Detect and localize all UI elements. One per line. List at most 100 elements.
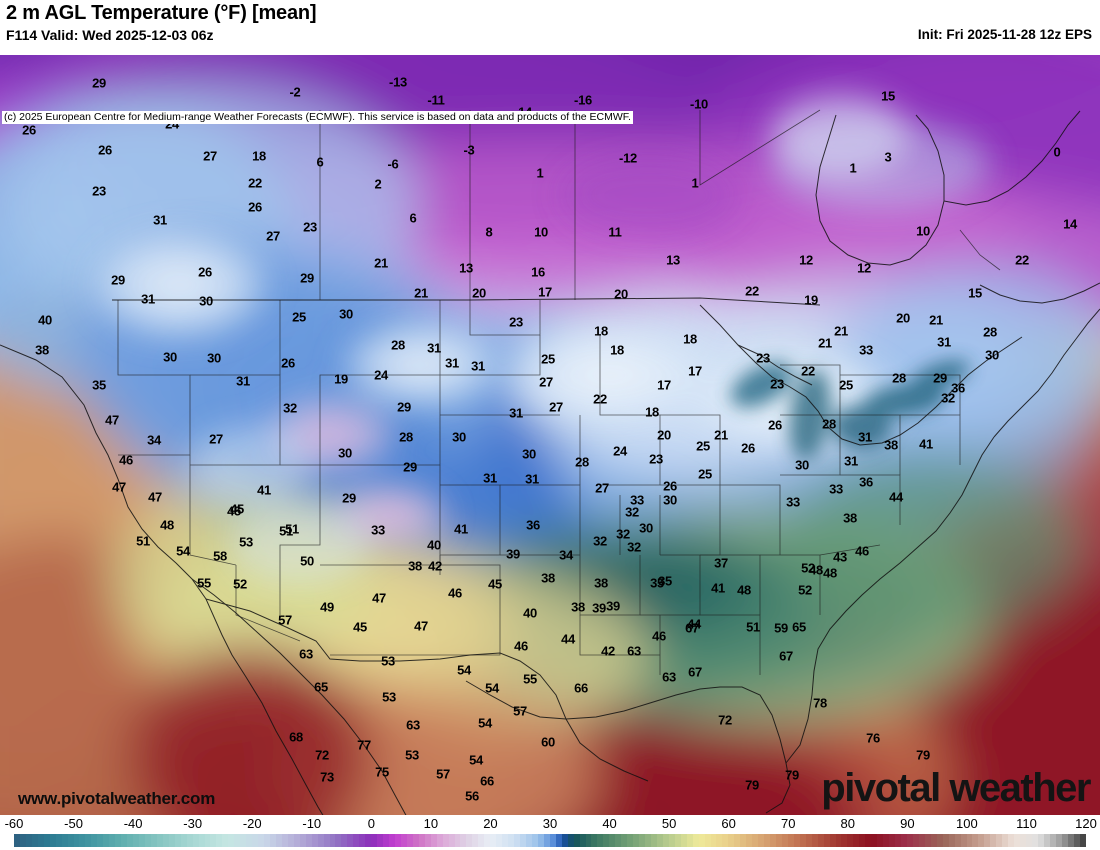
- temp-label: 25: [698, 466, 712, 482]
- temperature-map[interactable]: (c) 2025 European Centre for Medium-rang…: [0, 55, 1100, 815]
- colorbar-cell: [531, 834, 538, 847]
- temp-label: 39: [506, 546, 520, 562]
- colorbar-cell: [299, 834, 306, 847]
- colorbar-cell: [109, 834, 116, 847]
- temp-label: 19: [334, 371, 348, 387]
- temp-label: 26: [198, 264, 212, 280]
- colorbar-cell: [269, 834, 276, 847]
- temp-label: 29: [92, 75, 106, 91]
- temp-label: 31: [483, 470, 497, 486]
- colorbar-cell: [389, 834, 395, 847]
- temp-label: 47: [414, 618, 428, 634]
- temp-label: 0: [1053, 144, 1061, 160]
- colorbar-cell: [764, 834, 771, 847]
- temp-label: 18: [252, 148, 266, 164]
- temp-label: 1: [691, 175, 699, 191]
- temp-label: 25: [541, 351, 555, 367]
- temp-label: 57: [436, 766, 450, 782]
- colorbar-cell: [728, 834, 735, 847]
- colorbar-cell: [823, 834, 830, 847]
- temp-label: 22: [593, 391, 607, 407]
- temp-label: 31: [525, 471, 539, 487]
- temp-label: 52: [233, 576, 247, 592]
- temp-label: -13: [389, 74, 407, 90]
- colorbar-cell: [1014, 834, 1021, 847]
- colorbar-cell: [817, 834, 824, 847]
- colorbar-cell: [615, 834, 622, 847]
- temp-label: 36: [526, 517, 540, 533]
- temp-label: 58: [213, 548, 227, 564]
- temp-label: 47: [105, 412, 119, 428]
- colorbar-cell: [692, 834, 699, 847]
- colorbar-cell: [853, 834, 860, 847]
- colorbar-cell: [61, 834, 68, 847]
- colorbar-cell: [549, 834, 556, 847]
- page-title: 2 m AGL Temperature (°F) [mean]: [6, 2, 317, 24]
- colorbar-cell: [121, 834, 128, 847]
- colorbar-cell: [656, 834, 663, 847]
- colorbar-cell: [14, 834, 20, 847]
- colorbar-cell: [537, 834, 544, 847]
- temp-label: 31: [858, 429, 872, 445]
- colorbar-cell: [597, 834, 604, 847]
- temp-label: 79: [785, 767, 799, 783]
- colorbar-tick: 20: [483, 816, 498, 831]
- temp-label: 57: [513, 703, 527, 719]
- temp-label: 31: [141, 291, 155, 307]
- colorbar-cell: [1031, 834, 1038, 847]
- temp-label: 26: [768, 417, 782, 433]
- temp-label: 23: [756, 350, 770, 366]
- temp-label: 30: [163, 349, 177, 365]
- temp-label: 46: [448, 585, 462, 601]
- temperature-field-raster: [0, 55, 1100, 815]
- temp-label: 63: [406, 717, 420, 733]
- temperature-colorbar[interactable]: -60 -50 -40 -30 -20 -10 0 10 20 30 40 50 60 70 80 90 100…: [0, 815, 1100, 850]
- temp-label: 65: [792, 619, 806, 635]
- colorbar-cell: [156, 834, 163, 847]
- colorbar-tick: -20: [242, 816, 262, 831]
- colorbar-cell: [496, 834, 503, 847]
- colorbar-cell: [258, 834, 265, 847]
- colorbar-cell: [406, 834, 413, 847]
- temp-label: 8: [485, 224, 493, 240]
- site-url-watermark: www.pivotalweather.com: [18, 789, 216, 808]
- temp-label: 26: [98, 142, 112, 158]
- colorbar-cell: [662, 834, 669, 847]
- colorbar-cell: [31, 834, 38, 847]
- colorbar-cell: [811, 834, 818, 847]
- colorbar-cell: [1002, 834, 1009, 847]
- temp-label: 38: [35, 342, 49, 358]
- temp-label: 52: [798, 582, 812, 598]
- temp-label: 24: [374, 367, 388, 383]
- colorbar-cell: [984, 834, 991, 847]
- colorbar-cell: [847, 834, 854, 847]
- colorbar-tick: 90: [900, 816, 915, 831]
- colorbar-cell: [204, 834, 211, 847]
- temp-label: 20: [472, 285, 486, 301]
- colorbar-cell: [770, 834, 776, 847]
- colorbar-tick: 40: [602, 816, 617, 831]
- colorbar-tick: 120: [1075, 816, 1097, 831]
- colorbar-gradient-strip: [14, 834, 1086, 847]
- temp-label: 37: [714, 555, 728, 571]
- colorbar-tick: -40: [123, 816, 143, 831]
- temp-label: 27: [266, 228, 280, 244]
- temp-label: 31: [509, 405, 523, 421]
- temp-label: 67: [685, 620, 699, 636]
- temp-label: 11: [608, 224, 622, 240]
- colorbar-cell: [305, 834, 312, 847]
- colorbar-tick: 80: [840, 816, 855, 831]
- temp-label: 31: [445, 355, 459, 371]
- temp-label: 55: [197, 575, 211, 591]
- colorbar-cell: [716, 834, 723, 847]
- colorbar-cell: [287, 834, 294, 847]
- temp-label: 19: [804, 292, 818, 308]
- colorbar-cell: [698, 834, 705, 847]
- colorbar-cell: [1020, 834, 1027, 847]
- colorbar-cell: [930, 834, 937, 847]
- colorbar-cell: [573, 834, 580, 847]
- colorbar-cell: [502, 834, 509, 847]
- colorbar-tick: -10: [302, 816, 322, 831]
- colorbar-tick: 0: [367, 816, 375, 831]
- temp-label: 30: [663, 492, 677, 508]
